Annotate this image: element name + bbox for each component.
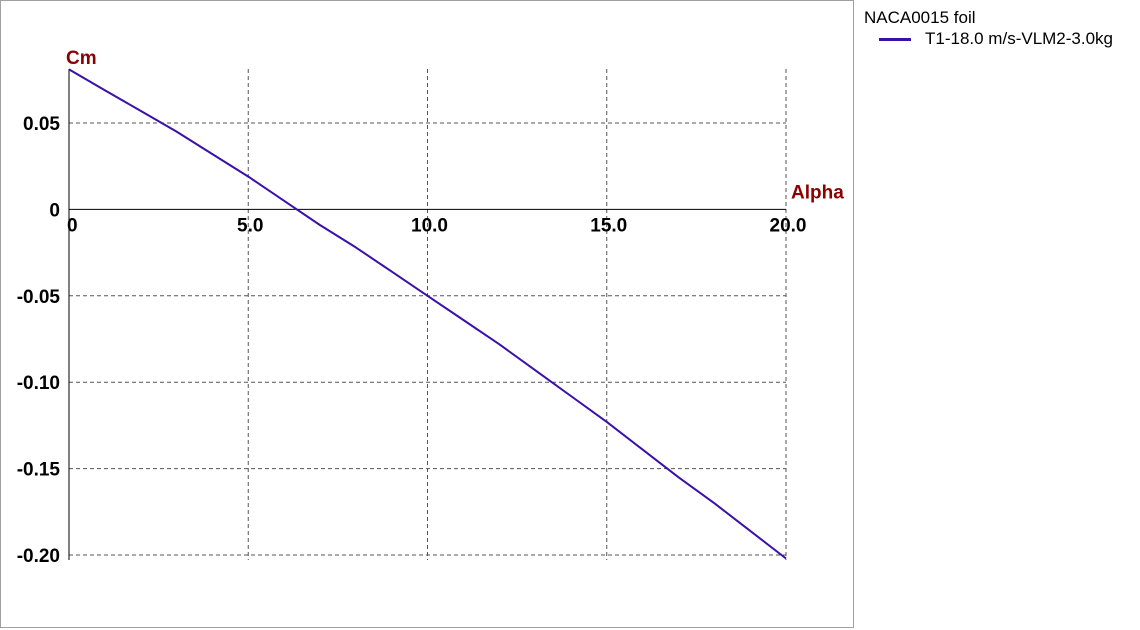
series-lines <box>68 68 787 560</box>
tick-labels: 0.05 0 -0.05 -0.10 -0.15 -0.20 0 5.0 10.0 15.0 20.… <box>17 114 807 567</box>
y-tick-label: -0.20 <box>17 546 60 567</box>
x-tick-label: 15.0 <box>590 215 627 236</box>
line-chart: 0.05 0 -0.05 -0.10 -0.15 -0.20 0 5.0 10.0 15.0 20.… <box>17 48 845 567</box>
legend-swatch <box>879 37 911 41</box>
x-axis-title: Alpha <box>791 182 844 203</box>
y-tick-label: -0.10 <box>17 373 60 394</box>
y-axis-title: Cm <box>66 48 97 69</box>
x-tick-label: 0 <box>67 215 78 236</box>
legend-series-label: T1-18.0 m/s-VLM2-3.0kg <box>925 29 1114 48</box>
x-tick-label: 5.0 <box>237 215 263 236</box>
x-tick-label: 20.0 <box>770 215 807 236</box>
legend: NACA0015 foil T1-18.0 m/s-VLM2-3.0kg <box>864 8 1140 50</box>
series-line <box>68 68 787 560</box>
legend-title: NACA0015 foil <box>864 8 976 27</box>
legend-entry: T1-18.0 m/s-VLM2-3.0kg <box>864 28 1140 50</box>
y-tick-label: -0.15 <box>17 460 61 481</box>
y-tick-label: 0.05 <box>23 114 60 135</box>
y-tick-label: 0 <box>49 200 60 221</box>
x-tick-label: 10.0 <box>411 215 448 236</box>
y-tick-label: -0.05 <box>17 287 61 308</box>
axes <box>68 69 786 560</box>
grid-lines <box>69 69 787 560</box>
